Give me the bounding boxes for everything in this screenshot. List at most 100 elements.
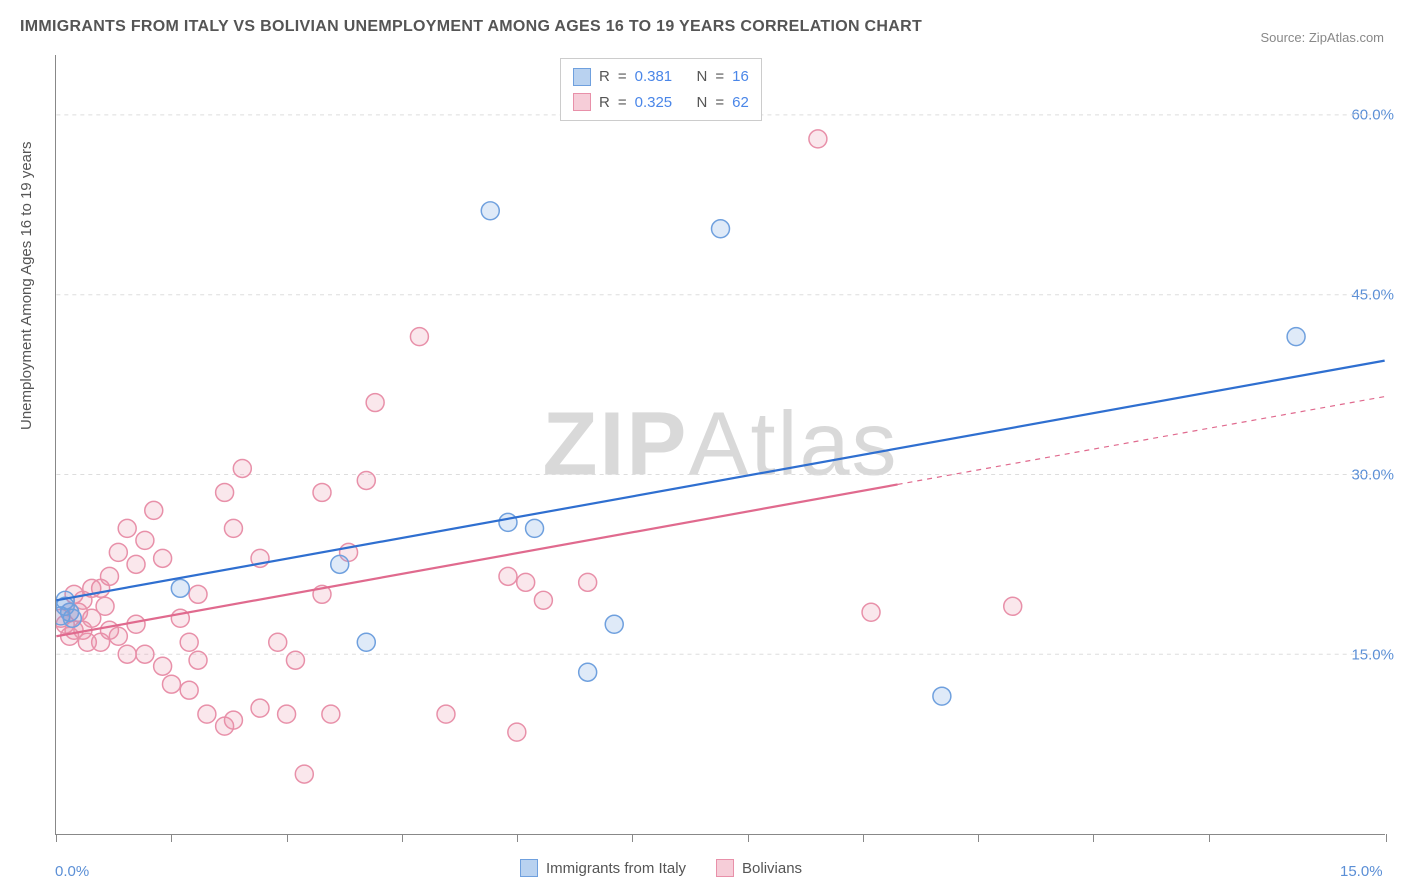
legend-item-bolivia: Bolivians — [716, 859, 802, 877]
source-attribution: Source: ZipAtlas.com — [1260, 30, 1384, 45]
x-tick — [402, 834, 403, 842]
swatch-bolivia — [716, 859, 734, 877]
data-point — [809, 130, 827, 148]
trend-line — [56, 361, 1384, 601]
data-point — [233, 459, 251, 477]
data-point — [862, 603, 880, 621]
swatch-italy — [573, 68, 591, 86]
x-tick — [1209, 834, 1210, 842]
trend-line-extrapolated — [898, 397, 1385, 485]
data-point — [171, 579, 189, 597]
data-point — [278, 705, 296, 723]
data-point — [224, 711, 242, 729]
data-point — [189, 585, 207, 603]
trend-line — [56, 484, 897, 636]
data-point — [180, 633, 198, 651]
legend-label-italy: Immigrants from Italy — [546, 860, 686, 877]
eq-sign: = — [618, 64, 627, 90]
data-point — [1004, 597, 1022, 615]
data-point — [481, 202, 499, 220]
data-point — [100, 567, 118, 585]
data-point — [118, 519, 136, 537]
eq-sign: = — [618, 90, 627, 116]
data-point — [579, 663, 597, 681]
correlation-legend: R = 0.381 N = 16 R = 0.325 N = 62 — [560, 58, 762, 121]
data-point — [216, 483, 234, 501]
n-value-italy: 16 — [732, 64, 749, 90]
plot-area: ZIPAtlas — [55, 55, 1385, 835]
data-point — [251, 699, 269, 717]
data-point — [109, 627, 127, 645]
data-point — [136, 531, 154, 549]
data-point — [1287, 328, 1305, 346]
x-tick — [287, 834, 288, 842]
data-point — [712, 220, 730, 238]
y-axis-title: Unemployment Among Ages 16 to 19 years — [18, 141, 35, 430]
data-point — [605, 615, 623, 633]
x-tick — [1093, 834, 1094, 842]
data-point — [118, 645, 136, 663]
n-label: N — [697, 90, 708, 116]
x-tick — [863, 834, 864, 842]
data-point — [499, 513, 517, 531]
n-label: N — [697, 64, 708, 90]
data-point — [63, 609, 81, 627]
data-point — [517, 573, 535, 591]
x-tick-label: 0.0% — [55, 863, 89, 880]
data-point — [127, 615, 145, 633]
data-point — [357, 633, 375, 651]
data-point — [154, 549, 172, 567]
legend-label-bolivia: Bolivians — [742, 860, 802, 877]
data-point — [162, 675, 180, 693]
eq-sign: = — [715, 64, 724, 90]
data-point — [437, 705, 455, 723]
x-tick — [171, 834, 172, 842]
data-point — [127, 555, 145, 573]
r-label: R — [599, 90, 610, 116]
x-tick — [632, 834, 633, 842]
x-tick-label: 15.0% — [1340, 863, 1383, 880]
data-point — [224, 519, 242, 537]
r-value-bolivia: 0.325 — [635, 90, 673, 116]
x-tick — [1386, 834, 1387, 842]
data-point — [313, 483, 331, 501]
data-point — [109, 543, 127, 561]
data-point — [145, 501, 163, 519]
r-label: R — [599, 64, 610, 90]
data-point — [286, 651, 304, 669]
data-point — [933, 687, 951, 705]
data-point — [357, 471, 375, 489]
x-tick — [978, 834, 979, 842]
data-point — [410, 328, 428, 346]
r-value-italy: 0.381 — [635, 64, 673, 90]
scatter-plot-svg — [56, 55, 1385, 834]
data-point — [534, 591, 552, 609]
swatch-italy — [520, 859, 538, 877]
n-value-bolivia: 62 — [732, 90, 749, 116]
data-point — [526, 519, 544, 537]
x-tick — [56, 834, 57, 842]
eq-sign: = — [715, 90, 724, 116]
legend-row-bolivia: R = 0.325 N = 62 — [573, 90, 749, 116]
series-legend: Immigrants from Italy Bolivians — [520, 859, 802, 877]
data-point — [198, 705, 216, 723]
data-point — [322, 705, 340, 723]
data-point — [136, 645, 154, 663]
data-point — [189, 651, 207, 669]
data-point — [499, 567, 517, 585]
x-tick — [748, 834, 749, 842]
data-point — [579, 573, 597, 591]
data-point — [269, 633, 287, 651]
data-point — [366, 394, 384, 412]
data-point — [96, 597, 114, 615]
x-tick — [517, 834, 518, 842]
data-point — [180, 681, 198, 699]
data-point — [508, 723, 526, 741]
chart-title: IMMIGRANTS FROM ITALY VS BOLIVIAN UNEMPL… — [20, 18, 922, 36]
data-point — [154, 657, 172, 675]
legend-item-italy: Immigrants from Italy — [520, 859, 686, 877]
swatch-bolivia — [573, 93, 591, 111]
legend-row-italy: R = 0.381 N = 16 — [573, 64, 749, 90]
data-point — [295, 765, 313, 783]
data-point — [331, 555, 349, 573]
